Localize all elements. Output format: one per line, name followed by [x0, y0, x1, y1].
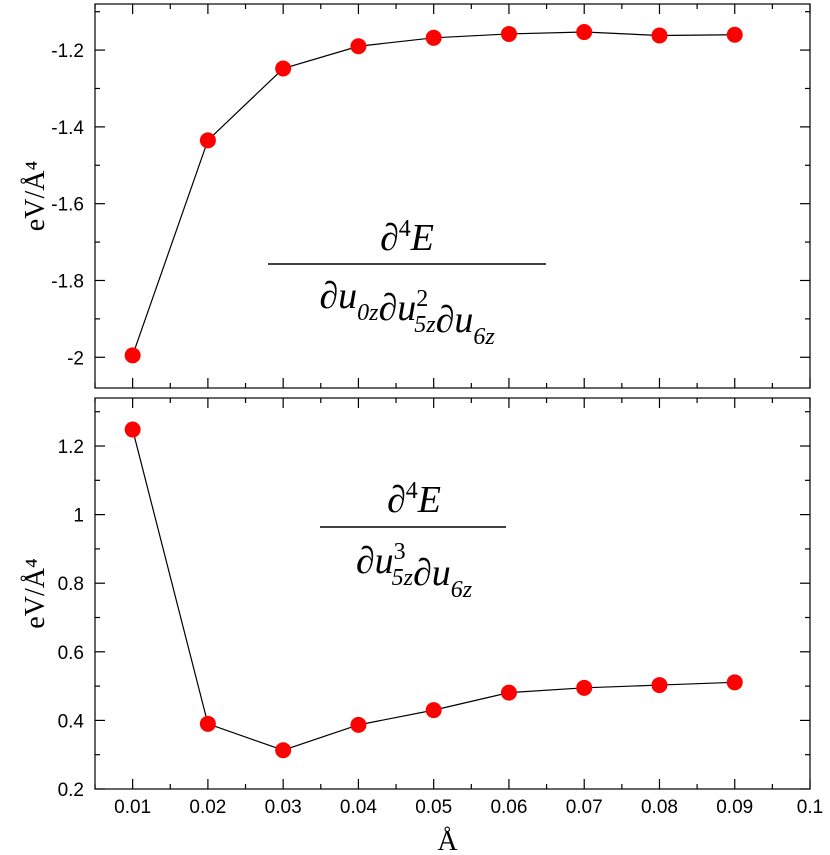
x-tick-label: 0.1 [797, 797, 823, 818]
numerator-variable: E [410, 217, 434, 259]
data-point [726, 674, 743, 691]
y-axis-label: eV/Å⁴ [20, 161, 51, 231]
denominator-subscript: 5z [414, 312, 436, 338]
formula-numerator: ∂4E [387, 478, 441, 521]
denominator-power: 2 [416, 286, 428, 312]
x-tick-label: 0.03 [265, 797, 302, 818]
y-tick-label: 1 [73, 506, 84, 527]
data-point [275, 742, 292, 759]
y-tick-label: -2 [67, 348, 84, 369]
y-tick-label: -1.2 [51, 41, 84, 62]
x-tick-label: 0.04 [340, 797, 377, 818]
y-tick-label: 0.2 [58, 780, 84, 801]
partial-symbol: ∂ [378, 287, 397, 329]
plot-frame [94, 397, 811, 790]
y-tick-label: 0.6 [58, 643, 84, 664]
y-tick-label: 1.2 [58, 437, 84, 458]
partial-symbol: ∂ [319, 275, 338, 317]
denominator-variable: u [375, 540, 394, 582]
partial-symbol: ∂ [356, 540, 375, 582]
series-line [132, 31, 735, 356]
partial-symbol: ∂ [436, 299, 455, 341]
x-tick-label: 0.05 [415, 797, 452, 818]
denominator-power: 3 [394, 539, 406, 565]
data-point [500, 25, 517, 42]
y-tick-label: 0.4 [58, 711, 85, 732]
formula-annotation: ∂4E∂u0z∂u2 5z∂u6z [268, 216, 546, 350]
data-point [199, 715, 216, 732]
data-point [275, 60, 292, 77]
data-point [576, 24, 593, 41]
denominator-variable: u [454, 299, 473, 341]
partial-symbol: ∂ [413, 552, 432, 594]
x-tick-label: 0.02 [189, 797, 226, 818]
data-point [651, 677, 668, 694]
x-tick-label: 0.09 [716, 797, 753, 818]
x-tick-label: 0.08 [641, 797, 678, 818]
partial-symbol: ∂ [380, 217, 399, 259]
denominator-subscript: 0z [357, 300, 379, 326]
panel-bottom: 0.2 0.4 0.6 0.8 1 1.2 0.01 0.02 0.03 0.04 0.05 0.06… [20, 397, 823, 855]
denominator-variable: u [338, 275, 357, 317]
formula-denominator: ∂u0z∂u2 5z∂u6z [319, 275, 495, 350]
x-axis-label: Å [437, 826, 458, 855]
data-point [500, 684, 517, 701]
x-tick-label: 0.01 [114, 797, 151, 818]
data-point [124, 421, 141, 438]
denominator-variable: u [397, 287, 416, 329]
y-tick-label: 0.8 [58, 574, 84, 595]
numerator-power: 4 [399, 216, 411, 242]
x-tick-label: 0.07 [566, 797, 603, 818]
partial-symbol: ∂ [387, 479, 406, 521]
x-tick-label: 0.06 [490, 797, 527, 818]
panel-top: -2-1.8-1.6-1.4-1.2eV/Å⁴∂4E∂u0z∂u2 5z∂u6z [20, 3, 811, 389]
y-tick-label: -1.6 [51, 195, 84, 216]
numerator-variable: E [417, 479, 441, 521]
formula-annotation: ∂4E∂u3 5z∂u6z [320, 478, 506, 603]
y-axis-label: eV/Å⁴ [20, 558, 51, 628]
data-point [651, 27, 668, 44]
denominator-subscript: 6z [451, 577, 473, 603]
y-tick-label: -1.4 [51, 118, 84, 139]
data-point [576, 679, 593, 696]
formula-numerator: ∂4E [380, 216, 434, 259]
data-point [350, 716, 367, 733]
data-point [425, 702, 442, 719]
plot-frame [94, 3, 811, 389]
data-point [726, 26, 743, 43]
denominator-subscript: 5z [392, 565, 414, 591]
denominator-variable: u [432, 552, 451, 594]
data-point [425, 29, 442, 46]
data-point [350, 38, 367, 55]
data-point [124, 347, 141, 364]
data-point [199, 132, 216, 149]
y-tick-label: -1.8 [51, 271, 84, 292]
formula-denominator: ∂u3 5z∂u6z [356, 539, 473, 603]
numerator-power: 4 [406, 478, 418, 504]
denominator-subscript: 6z [473, 324, 495, 350]
